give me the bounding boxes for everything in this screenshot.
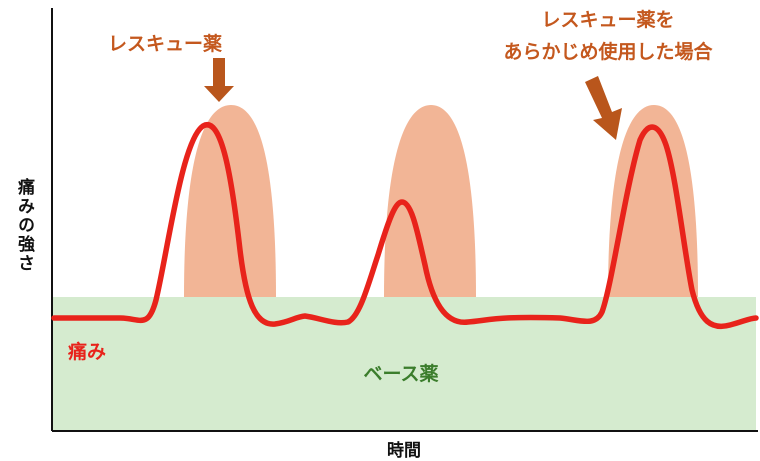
rescue-hump-3: [608, 105, 698, 297]
base-medicine-area: [52, 297, 756, 431]
arrow-down-icon: [585, 76, 622, 140]
rescue-hump-1: [184, 105, 276, 297]
rescue-preemptive-label-line2: あらかじめ使用した場合: [503, 40, 713, 63]
pain-label: 痛み: [68, 340, 106, 363]
rescue-medicine-label: レスキュー薬: [108, 32, 222, 55]
y-axis-label: 痛みの強さ: [14, 177, 35, 273]
pain-curve: [51, 122, 759, 330]
rescue-hump-2: [384, 105, 476, 297]
base-medicine-label: ベース薬: [363, 362, 438, 385]
x-axis-label: 時間: [387, 440, 421, 461]
rescue-preemptive-label-line1: レスキュー薬を: [541, 8, 674, 31]
arrow-down-icon: [204, 58, 234, 102]
